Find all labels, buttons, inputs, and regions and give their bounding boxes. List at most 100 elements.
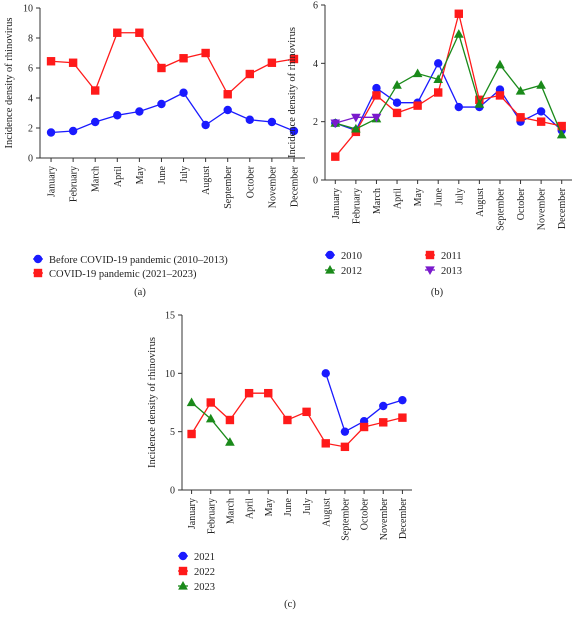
data-point bbox=[371, 113, 382, 123]
data-point bbox=[515, 86, 526, 95]
data-point bbox=[135, 28, 144, 37]
data-point bbox=[351, 123, 361, 133]
y-tick-label: 6 bbox=[313, 1, 318, 12]
data-point bbox=[516, 113, 525, 122]
data-point bbox=[223, 105, 232, 115]
x-tick-label: November bbox=[537, 187, 548, 230]
x-tick-label: September bbox=[223, 165, 234, 208]
y-tick-label: 6 bbox=[28, 64, 33, 75]
data-point bbox=[46, 128, 56, 137]
x-tick-label: July bbox=[302, 498, 313, 515]
data-point bbox=[157, 99, 166, 109]
data-point bbox=[244, 388, 254, 398]
data-point bbox=[225, 437, 235, 446]
data-point bbox=[330, 119, 341, 129]
y-tick-label: 2 bbox=[28, 124, 33, 135]
x-tick-label: July bbox=[179, 166, 190, 183]
data-point bbox=[372, 91, 381, 100]
data-point bbox=[46, 57, 56, 66]
y-tick-label: 10 bbox=[165, 369, 175, 380]
x-tick-label: December bbox=[289, 165, 300, 207]
y-tick-label: 15 bbox=[165, 311, 175, 322]
legend-marker bbox=[178, 580, 188, 590]
data-point bbox=[434, 59, 443, 68]
x-tick-label: August bbox=[475, 188, 486, 217]
data-point bbox=[379, 401, 388, 411]
x-tick-label: September bbox=[340, 497, 351, 540]
data-point bbox=[68, 126, 78, 136]
data-point bbox=[223, 90, 232, 99]
data-point bbox=[359, 422, 369, 432]
data-point bbox=[398, 413, 407, 422]
data-point bbox=[392, 80, 402, 89]
y-axis-label: Incidence density of rhinovirus bbox=[4, 18, 15, 149]
data-point bbox=[379, 418, 388, 427]
x-tick-label: May bbox=[135, 166, 146, 184]
panel-label: (b) bbox=[431, 287, 444, 298]
data-point bbox=[398, 395, 407, 405]
data-point bbox=[283, 415, 292, 425]
x-tick-label: February bbox=[69, 166, 80, 202]
x-tick-label: March bbox=[225, 498, 236, 524]
data-point bbox=[392, 108, 402, 118]
data-point bbox=[340, 427, 350, 436]
legend-marker bbox=[325, 264, 335, 274]
x-tick-label: October bbox=[245, 165, 256, 198]
x-tick-label: April bbox=[113, 166, 124, 187]
y-tick-label: 5 bbox=[170, 427, 175, 438]
data-point bbox=[68, 58, 78, 67]
data-point bbox=[267, 58, 277, 67]
x-tick-label: March bbox=[91, 166, 102, 192]
legend-label: 2022 bbox=[194, 567, 215, 578]
data-point bbox=[392, 98, 402, 107]
y-tick-label: 0 bbox=[28, 154, 33, 165]
data-point bbox=[157, 63, 166, 73]
x-tick-label: July bbox=[454, 188, 465, 205]
legend-label: 2012 bbox=[341, 266, 362, 277]
data-point bbox=[186, 397, 197, 407]
data-point bbox=[205, 413, 216, 423]
x-tick-label: April bbox=[393, 188, 404, 209]
data-point bbox=[245, 69, 254, 79]
data-point bbox=[113, 28, 122, 37]
x-tick-label: October bbox=[516, 187, 527, 220]
panel-b: 0 2 4 6 January February March April May June July… bbox=[287, 1, 572, 298]
legend-marker bbox=[33, 268, 43, 278]
legend-label: 2021 bbox=[194, 552, 215, 563]
series-line-Before COVID-19 pandemic (2010–2013) bbox=[50, 91, 295, 134]
data-point bbox=[179, 88, 188, 97]
legend-marker bbox=[325, 250, 335, 260]
data-point bbox=[351, 113, 361, 123]
data-point bbox=[340, 442, 350, 452]
data-point bbox=[536, 80, 546, 89]
legend-marker bbox=[425, 250, 435, 260]
panel-a: 0 2 4 6 8 10 January February March April May June J… bbox=[4, 4, 305, 298]
data-point bbox=[536, 117, 546, 126]
x-tick-label: January bbox=[47, 166, 58, 197]
x-tick-label: June bbox=[157, 165, 168, 184]
data-point bbox=[495, 91, 505, 100]
x-tick-label: March bbox=[372, 188, 383, 214]
x-tick-label: February bbox=[351, 188, 362, 224]
data-point bbox=[453, 29, 464, 38]
legend-label: Before COVID-19 pandemic (2010–2013) bbox=[49, 255, 228, 266]
y-tick-label: 10 bbox=[23, 4, 33, 15]
y-tick-label: 0 bbox=[313, 176, 318, 187]
y-tick-label: 4 bbox=[313, 59, 318, 70]
x-tick-label: December bbox=[557, 187, 568, 229]
data-point bbox=[433, 74, 444, 83]
x-tick-label: November bbox=[267, 165, 278, 208]
legend-label: 2011 bbox=[441, 251, 462, 262]
data-point bbox=[91, 117, 100, 127]
data-point bbox=[454, 102, 463, 112]
x-tick-label: August bbox=[201, 166, 212, 195]
data-point bbox=[187, 429, 196, 439]
series-line-COVID-19 pandemic (2021–2023) bbox=[50, 32, 295, 96]
data-point bbox=[321, 369, 330, 378]
data-point bbox=[264, 388, 273, 398]
x-tick-label: January bbox=[331, 188, 342, 219]
data-point bbox=[201, 120, 210, 130]
legend-label: 2013 bbox=[441, 266, 462, 277]
data-point bbox=[413, 101, 422, 110]
